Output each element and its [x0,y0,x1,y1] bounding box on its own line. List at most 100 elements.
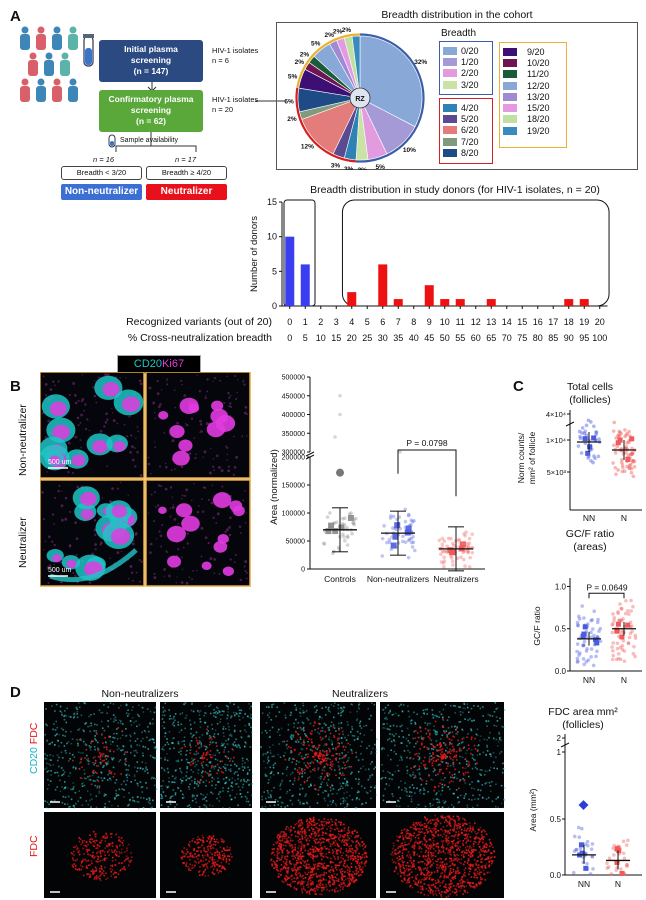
cd20-signal [493,724,496,727]
fdc-signal [419,748,421,750]
cd20-signal [88,760,91,763]
fdc-signal [292,848,295,851]
cd20-signal [184,717,187,719]
cd20-signal [177,759,179,762]
fdc-signal [329,786,332,788]
cd20-signal [231,789,234,792]
cd20-signal [249,716,252,719]
fdc-signal [78,768,81,770]
background-speckle [246,413,249,416]
cd20-signal [440,738,442,740]
fdc-signal [200,850,203,852]
fdc-signal [73,863,75,865]
fdc-signal [286,870,289,873]
background-speckle [81,373,84,376]
cd20-signal [102,766,104,768]
cd20-signal [245,780,248,783]
cd20-signal [323,744,325,747]
cd20-signal [442,779,445,781]
data-point [611,612,615,616]
cd20-signal [61,757,64,759]
legend-swatch [503,92,517,101]
cd20-signal [166,752,168,755]
cd20-signal [265,807,267,810]
data-point [631,651,636,656]
area-scatter-plot: 0500001000001500002000003000003500004000… [269,375,485,584]
cd20-signal [125,728,127,730]
fdc-signal [467,744,470,746]
pie-slice-label: 6% [284,98,294,105]
fdc-signal [330,827,333,830]
cd20-signal [140,796,142,799]
fdc-signal [319,893,321,896]
cd20-signal [180,729,183,732]
panel-label-a: A [10,8,21,25]
background-speckle [119,482,122,484]
x-tick-label: 12 [471,317,481,327]
fdc-signal [313,787,316,790]
cd20-signal [127,709,129,711]
cd20-signal [101,711,104,714]
fdc-signal [297,857,300,860]
cd20-signal [210,791,212,794]
fdc-signal [414,774,417,777]
background-speckle [186,542,189,545]
cd20-signal [169,797,172,799]
cd20-signal [264,775,267,777]
person-head [37,78,45,86]
fdc-signal [79,777,82,779]
background-speckle [183,394,187,397]
cd20-signal [370,786,372,788]
cd20-signal [406,791,408,793]
fdc-signal [318,874,321,877]
fdc-signal [199,859,202,862]
cd20-signal [263,760,265,763]
cd20-signal [343,792,346,795]
cd20-signal [427,747,430,749]
background-speckle [227,470,230,473]
fdc-signal [98,845,101,848]
cd20-signal [414,737,417,740]
cd20-signal [130,744,132,747]
cd20-signal [441,761,444,763]
cd20-signal [408,734,410,736]
cd20-signal [418,790,421,792]
cd20-signal [175,760,178,762]
cd20-signal [200,742,203,744]
microscopy-tile: 500 um [40,479,145,587]
fdc-signal [312,755,315,758]
fdc-signal [324,735,327,738]
cd20-signal [108,772,111,774]
data-point [380,536,385,541]
background-speckle [235,455,239,459]
cd20-signal [458,706,461,708]
cd20-signal [298,761,300,763]
legend-label: 11/20 [527,69,549,80]
cd20-signal [331,784,334,787]
fdc-signal [432,753,434,755]
fdc-signal [299,838,301,841]
fdc-signal [467,761,470,763]
y-tick-label: 200000 [282,455,305,462]
cd20-signal [295,760,298,762]
cd20-signal [415,807,418,810]
data-point [620,607,624,611]
cd20-signal [239,730,242,732]
cd20-signal [355,751,357,754]
cd20-signal [471,754,474,756]
cd20-signal [356,730,359,733]
cd20-signal [492,761,495,764]
cd20-signal [317,761,319,763]
background-speckle [225,445,227,448]
fdc-signal [468,763,471,766]
cd20-signal [345,797,348,799]
cd20-signal [360,752,362,755]
fdc-signal [325,759,328,762]
fdc-signal [83,840,86,842]
cd20-signal [171,795,174,797]
cd20-signal [441,806,444,809]
cd20-signal [160,785,162,787]
y-tick-label: 4×10⁴ [546,410,566,419]
fdc-signal [99,752,101,754]
fdc-signal [361,861,363,864]
